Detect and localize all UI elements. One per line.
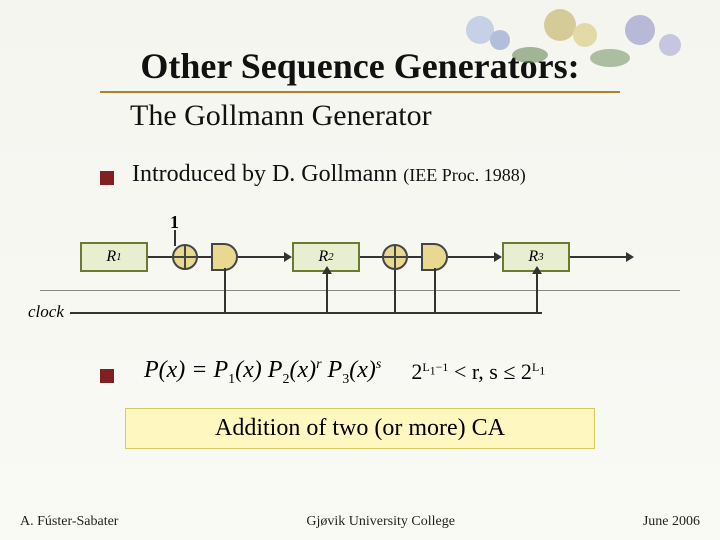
- clock-label: clock: [28, 302, 64, 322]
- bullet-ref: (IEE Proc. 1988): [403, 165, 525, 185]
- characteristic-polynomial: P(x) = P1(x) P2(x)r P3(x)s: [144, 357, 381, 388]
- page-subtitle: The Gollmann Generator: [0, 93, 720, 133]
- bullet-square-icon: [100, 369, 114, 383]
- bullet-main: Introduced by D. Gollmann: [132, 161, 403, 187]
- page-title: Other Sequence Generators:: [100, 0, 620, 93]
- bullet-square-icon: [100, 171, 114, 185]
- bullet-intro: Introduced by D. Gollmann (IEE Proc. 198…: [0, 133, 720, 188]
- gollmann-diagram: 1 R1 R2 R3 clock: [40, 212, 680, 327]
- footer: A. Fúster-Sabater Gjøvik University Coll…: [0, 514, 720, 530]
- wire: [570, 256, 628, 258]
- wire: [326, 272, 328, 312]
- wire: [394, 270, 396, 312]
- arrow-head-icon: [626, 252, 634, 262]
- footer-author: A. Fúster-Sabater: [20, 514, 118, 530]
- bullet-text: Introduced by D. Gollmann (IEE Proc. 198…: [132, 161, 526, 188]
- arrow-head-icon: [494, 252, 502, 262]
- footer-date: June 2006: [643, 514, 700, 530]
- equation-row: P(x) = P1(x) P2(x)r P3(x)s 2L1−1 < r, s …: [0, 327, 720, 388]
- summary-banner: Addition of two (or more) CA: [125, 408, 595, 449]
- diagram-separator: [40, 290, 680, 291]
- arrow-up-icon: [322, 266, 332, 274]
- register-r1: R1: [80, 242, 148, 272]
- wire: [148, 256, 174, 258]
- wire: [434, 268, 436, 312]
- arrow-up-icon: [532, 266, 542, 274]
- wire: [448, 256, 496, 258]
- wire: [536, 272, 538, 312]
- exponent-range: 2L1−1 < r, s ≤ 2L1: [411, 359, 545, 385]
- wire: [360, 256, 384, 258]
- xor-gate-1: [172, 244, 198, 270]
- wire: [174, 230, 176, 246]
- clock-bus: [70, 312, 542, 314]
- footer-venue: Gjøvik University College: [306, 514, 455, 530]
- wire: [238, 256, 286, 258]
- arrow-head-icon: [284, 252, 292, 262]
- xor-gate-2: [382, 244, 408, 270]
- wire: [224, 268, 226, 312]
